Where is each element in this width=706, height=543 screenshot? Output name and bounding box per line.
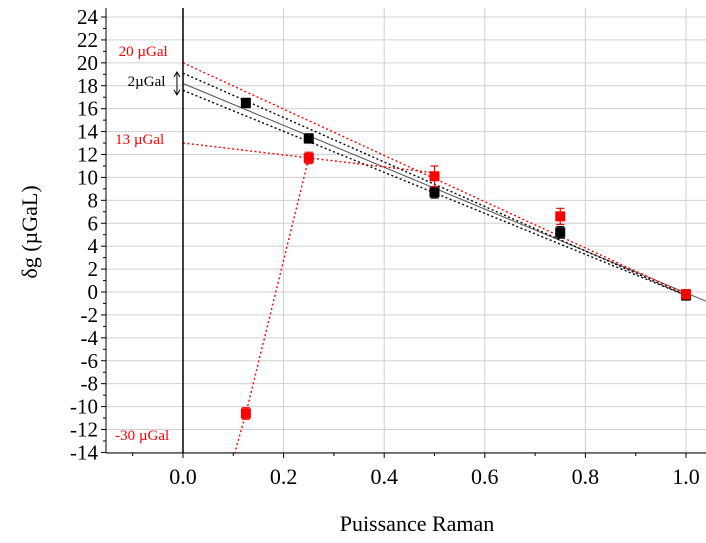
y-tick-label: 16 bbox=[77, 97, 98, 121]
fit-lines bbox=[182, 62, 706, 453]
y-tick-label: 8 bbox=[88, 188, 99, 212]
y-axis-label: δg (µGaL) bbox=[17, 185, 42, 278]
y-tick-label: -4 bbox=[81, 326, 99, 350]
y-tick-label: 10 bbox=[77, 165, 98, 189]
bracket-arrow-up bbox=[173, 71, 181, 78]
grid bbox=[106, 8, 706, 453]
x-tick-label: 0.0 bbox=[169, 464, 197, 489]
y-tick-label: 0 bbox=[88, 280, 99, 304]
y-tick-label: 22 bbox=[77, 28, 98, 52]
x-tick-label: 0.4 bbox=[370, 464, 398, 489]
annotations: 20 µGal 2µGal 13 µGal -30 µGal bbox=[115, 44, 181, 444]
annotation-label: 2µGal bbox=[128, 74, 166, 90]
annotation-label: 13 µGal bbox=[115, 132, 164, 148]
x-tick-label: 0.8 bbox=[572, 464, 600, 489]
y-tick-label: 6 bbox=[88, 211, 99, 235]
bracket-arrow-down bbox=[173, 89, 181, 96]
data-points bbox=[240, 97, 691, 420]
y-tick-label: -8 bbox=[81, 372, 99, 396]
annotation-label: 20 µGal bbox=[119, 44, 168, 60]
y-tick-label: 12 bbox=[77, 143, 98, 167]
red-data-point bbox=[429, 171, 440, 182]
black-data-point bbox=[555, 227, 566, 238]
y-tick-label: 2 bbox=[88, 257, 99, 281]
black-data-point bbox=[429, 187, 440, 198]
y-tick-label: 24 bbox=[77, 5, 99, 29]
black-data-point bbox=[303, 133, 314, 144]
y-tick-label: 14 bbox=[77, 120, 99, 144]
y-tick-label: -10 bbox=[70, 395, 98, 419]
black-data-point bbox=[240, 97, 251, 108]
x-tick-label: 1.0 bbox=[672, 464, 700, 489]
x-axis-label: Puissance Raman bbox=[340, 511, 495, 536]
red-data-point bbox=[240, 408, 251, 419]
red-data-point bbox=[681, 289, 691, 300]
red-data-point bbox=[303, 152, 314, 163]
annotation-label: -30 µGal bbox=[115, 428, 169, 444]
y-tick-label: 18 bbox=[77, 74, 98, 98]
y-tick-label: -14 bbox=[70, 440, 98, 464]
x-tick-label: 0.2 bbox=[270, 464, 298, 489]
gray-fit-line bbox=[182, 83, 706, 302]
red-data-point bbox=[555, 211, 566, 222]
x-tick-label: 0.6 bbox=[471, 464, 499, 489]
axes: 242220181614121086420-2-4-6-8-10-12-140.… bbox=[70, 5, 706, 489]
y-tick-label: -2 bbox=[81, 303, 99, 327]
y-tick-label: -12 bbox=[70, 418, 98, 442]
y-tick-label: 20 bbox=[77, 51, 98, 75]
y-tick-label: -6 bbox=[81, 349, 99, 373]
y-tick-label: 4 bbox=[88, 234, 99, 258]
